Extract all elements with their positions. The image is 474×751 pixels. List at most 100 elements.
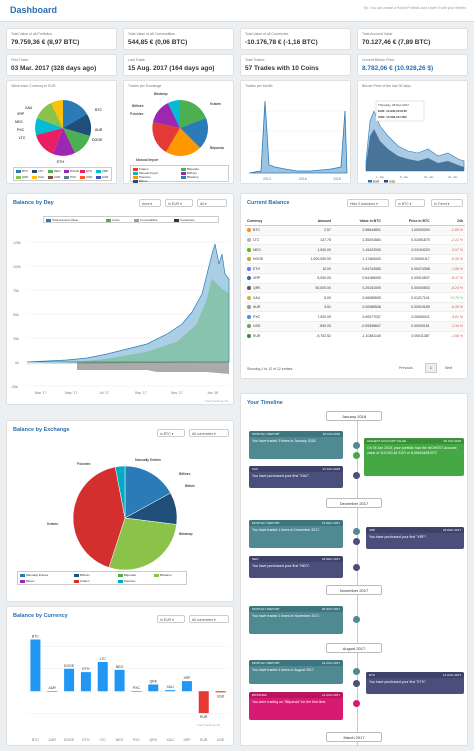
x-tick-label: USD xyxy=(217,738,225,742)
svg-text:Bitpanda: Bitpanda xyxy=(210,146,224,150)
next-button[interactable]: Next xyxy=(445,366,453,370)
bar-btc[interactable] xyxy=(30,639,41,692)
cell-currency: ETH xyxy=(245,263,285,274)
bar-xrp[interactable] xyxy=(181,681,192,692)
tl-item-highest-value[interactable]: HIGHEST ACCOUNT VALUE 06 JAN 2018 On 06 J… xyxy=(364,438,464,476)
pie-slice-kraken[interactable] xyxy=(72,466,126,568)
col-currency[interactable]: Currency xyxy=(245,216,285,227)
bar-eth[interactable] xyxy=(80,672,91,692)
tl-dot-5 xyxy=(353,564,360,571)
table-row[interactable]: LTC 147.75 2.35204584 0.01591875 -2.22 % xyxy=(245,234,465,245)
cell-price: 0.01591875 xyxy=(382,234,432,245)
bar-label: AUR xyxy=(49,686,57,690)
currency-select[interactable]: in EUR ▾ xyxy=(165,199,193,207)
pie-slice-poloniex[interactable] xyxy=(114,465,126,519)
x-tick-label: PXC xyxy=(133,738,141,742)
timeline-title: Your Timeline xyxy=(247,400,283,406)
exchange-pie: Poloniex Manually Entries Bitfinex Bittr… xyxy=(47,458,195,571)
table-row[interactable]: QRK 50,000.00 0.25161000 0.00000503 -8.24 % xyxy=(245,282,465,293)
svg-text:XAU: XAU xyxy=(25,106,33,110)
bar-ltc[interactable] xyxy=(97,662,108,692)
cell-change: -5.05 % xyxy=(431,253,465,264)
cell-change: +0.75 % xyxy=(431,292,465,303)
table-row[interactable]: NEO 1,000.00 1.19422000 0.01194220 -3.97 % xyxy=(245,244,465,255)
svg-text:EUR: EUR xyxy=(373,180,380,184)
table-row[interactable]: BTC 2.57 2.56644801 1.00000000 -2.65 % xyxy=(245,225,465,236)
currency-credit: CoinTracking.info xyxy=(197,723,221,727)
tl-item-monthly-jan[interactable]: MONTHLY REPORT 29 JAN 2018 You have trade… xyxy=(249,431,343,459)
tl-item-xau[interactable]: XAU 01 JAN 2018 You have purchased your f… xyxy=(249,466,343,488)
bar-label: BTC xyxy=(32,635,39,639)
bar-label: NEO xyxy=(116,665,124,669)
cell-change: -1.34 % xyxy=(431,321,465,332)
col-value[interactable]: Value in BTC xyxy=(332,216,383,227)
tl-item-bitpanda[interactable]: BITPANDA 14 AUG 2017 You were trading on … xyxy=(249,692,343,720)
svg-text:Kraken: Kraken xyxy=(47,522,58,526)
svg-text:Bitstamp: Bitstamp xyxy=(179,532,193,536)
table-row[interactable]: USD -590.00 -0.05398847 0.00009151 -1.34 % xyxy=(245,321,465,332)
page-1-button[interactable]: 1 xyxy=(425,363,437,373)
currency-all-select[interactable]: All currencies ▾ xyxy=(189,615,229,623)
tl-item-eth[interactable]: ETH 14 AUG 2017 You have purchased your f… xyxy=(366,672,464,694)
stat-bitcoin-price: Current Bitcoin Price: 8.782,06 € (10.928… xyxy=(357,54,468,76)
cell-amount: 7,000.00 xyxy=(284,311,333,322)
table-row[interactable]: AUR 4.51 0.00086546 0.00019189 -6.95 % xyxy=(245,301,465,312)
cell-value: -0.05398847 xyxy=(332,321,383,332)
table-row[interactable]: EUR -9,702.52 -1.10481140 0.00011387 -1.56 % xyxy=(245,330,465,341)
pie-slice-bitstamp[interactable] xyxy=(108,517,177,571)
table-row[interactable]: XAU 5.00 0.06085505 0.01217101 +0.75 % xyxy=(245,292,465,303)
chart-type-select[interactable]: Area ▾ xyxy=(139,199,161,207)
tl-item-monthly-dec[interactable]: MONTHLY REPORT 31 DEC 2017 You have trade… xyxy=(249,520,343,548)
col-amount[interactable]: Amount xyxy=(284,216,333,227)
bar-neo[interactable] xyxy=(114,669,125,692)
cell-amount: 1,000.00 xyxy=(284,244,333,255)
bar-xau[interactable] xyxy=(165,690,176,692)
bar-eur[interactable] xyxy=(198,691,209,714)
bar-label: XRP xyxy=(183,676,191,680)
cell-value: 2.56644801 xyxy=(332,225,383,236)
table-row[interactable]: PXC 7,000.00 0.00077037 0.00000011 -3.61 % xyxy=(245,311,465,322)
stat-commodities: Total Value of all Commodities 544,85 € (… xyxy=(123,28,234,50)
exchange-btc-select[interactable]: in BTC ▾ xyxy=(157,429,185,437)
tl-item-monthly-nov[interactable]: MONTHLY REPORT 30 NOV 2017 You have trade… xyxy=(249,606,343,634)
cell-value: 0.54186000 xyxy=(332,273,383,284)
page-title: Dashboard xyxy=(10,5,58,15)
hide-zero-select[interactable]: Hide 0 balances ▾ xyxy=(347,199,389,207)
table-row[interactable]: DOGE 1,000,000.00 1.17460000 0.00000117 -5.0… xyxy=(245,253,465,264)
cell-change: -3.97 % xyxy=(431,244,465,255)
bar-doge[interactable] xyxy=(64,668,75,692)
cell-price: 0.00011387 xyxy=(382,330,432,341)
svg-text:DOGE: DOGE xyxy=(92,138,103,142)
cell-value: 1.19422000 xyxy=(332,244,383,255)
x-tick-label: QRK xyxy=(149,738,157,742)
cell-amount: 2.57 xyxy=(284,225,333,236)
tl-item-xrp[interactable]: XRP 26 DEC 2017 You have purchased your f… xyxy=(366,527,464,549)
bar-usd[interactable] xyxy=(215,691,226,693)
tl-item-neo[interactable]: NEO 02 DEC 2017 You have purchased your f… xyxy=(249,556,343,578)
balance-currency-title: Balance by Currency xyxy=(13,613,68,619)
exchange-currencies-select[interactable]: All currencies ▾ xyxy=(189,429,229,437)
cell-change: -8.24 % xyxy=(431,282,465,293)
table-row[interactable]: ETH 10.00 0.94743983 0.09474398 -1.56 % xyxy=(245,263,465,274)
svg-text:8. Jan: 8. Jan xyxy=(400,175,409,179)
tl-item-monthly-aug[interactable]: MONTHLY REPORT 31 AUG 2017 You have trade… xyxy=(249,660,343,684)
trend-select[interactable]: in Trend ▾ xyxy=(431,199,463,207)
bar-label: QRK xyxy=(149,680,157,684)
cell-currency: PXC xyxy=(245,311,285,322)
svg-text:Bitstamp: Bitstamp xyxy=(154,92,168,96)
bar-qrk[interactable] xyxy=(148,684,159,692)
prev-button[interactable]: Previous xyxy=(399,366,413,370)
cell-currency: EUR xyxy=(245,330,285,341)
svg-text:Sep '17: Sep '17 xyxy=(135,391,147,395)
bar-pxc[interactable] xyxy=(131,691,142,692)
col-24h[interactable]: 24h xyxy=(431,216,465,227)
currency-eur-select[interactable]: in EUR ▾ xyxy=(157,615,185,623)
table-row[interactable]: XRP 5,000.00 0.54186000 0.00010837 -8.47 % xyxy=(245,273,465,284)
btc-select[interactable]: in BTC ▾ xyxy=(395,199,425,207)
x-tick-label: EUR xyxy=(200,738,208,742)
bar-aur[interactable] xyxy=(47,691,58,692)
trades-area-chart: 2014 2016 2018 xyxy=(248,100,348,181)
pie-slice-manually-entries[interactable] xyxy=(124,465,171,519)
col-price[interactable]: Price in BTC xyxy=(382,216,432,227)
range-select[interactable]: All ▾ xyxy=(197,199,227,207)
